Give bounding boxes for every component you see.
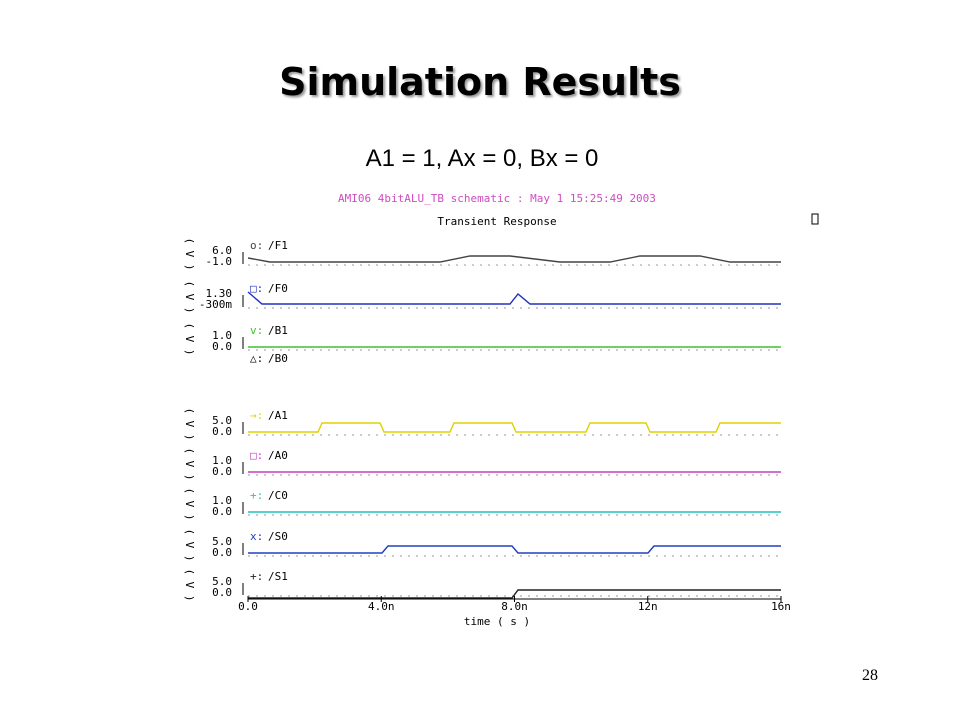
signal-top: 5.0 (212, 575, 232, 588)
x-tick-label: 0.0 (238, 600, 258, 613)
signal-bottom: 0.0 (212, 465, 232, 478)
signal-bottom: -300m (199, 298, 232, 311)
signal-symbol: □: (250, 282, 263, 295)
x-tick-label: 4.0n (368, 600, 395, 613)
signal-unit: ( V ) (183, 280, 196, 313)
signal-top: 5.0 (212, 414, 232, 427)
signal-bottom: 0.0 (212, 586, 232, 599)
x-axis-label: time ( s ) (464, 615, 530, 628)
signal-name: /S1 (268, 570, 288, 583)
panel-heading: Transient Response (437, 215, 556, 228)
signal-symbol: o: (250, 239, 263, 252)
signal-top: 1.0 (212, 494, 232, 507)
signal-symbol: v: (250, 324, 263, 337)
signal-top: 6.0 (212, 244, 232, 257)
signal-unit: ( V ) (183, 237, 196, 270)
signal-unit: ( V ) (183, 322, 196, 355)
signal-trace (248, 422, 781, 433)
signal-symbol: x: (250, 530, 263, 543)
signal-name: /A1 (268, 409, 288, 422)
signal-bottom: -1.0 (206, 255, 233, 268)
signal-name: /S0 (268, 530, 288, 543)
signal-unit: ( V ) (183, 447, 196, 480)
signal-bottom: 0.0 (212, 425, 232, 438)
signal-top: 1.0 (212, 454, 232, 467)
signal-symbol: +: (250, 489, 263, 502)
x-tick-label: 16n (771, 600, 791, 613)
signal-top: 1.0 (212, 329, 232, 342)
signal-trace (247, 255, 781, 263)
panel-icon (811, 213, 819, 225)
signal-name: /A0 (268, 449, 288, 462)
signal-trace (248, 545, 781, 554)
signal-top: 5.0 (212, 535, 232, 548)
signal-unit: ( V ) (183, 528, 196, 561)
signal-symbol: →: (250, 409, 263, 422)
page-number: 28 (862, 667, 878, 684)
signal-unit: ( V ) (183, 568, 196, 601)
signal-symbol: +: (250, 570, 263, 583)
signal-bottom: 0.0 (212, 340, 232, 353)
signal-name: /B1 (268, 324, 288, 337)
x-tick-label: 8.0n (501, 600, 528, 613)
signal-symbol: △: (250, 352, 263, 365)
signal-unit: ( V ) (183, 407, 196, 440)
signal-bottom: 0.0 (212, 505, 232, 518)
signal-symbol: □: (250, 449, 263, 462)
signal-name: /B0 (268, 352, 288, 365)
x-tick-label: 12n (638, 600, 658, 613)
slide-subtitle: A1 = 1, Ax = 0, Bx = 0 (366, 145, 599, 172)
signal-name: /C0 (268, 489, 288, 502)
signal-trace (248, 589, 781, 599)
signal-unit: ( V ) (183, 487, 196, 520)
signal-name: /F0 (268, 282, 288, 295)
panel-header: AMI06 4bitALU_TB schematic : May 1 15:25… (338, 192, 656, 205)
signal-trace (247, 291, 781, 305)
slide-title: Simulation Results (279, 60, 681, 104)
signal-name: /F1 (268, 239, 288, 252)
signal-bottom: 0.0 (212, 546, 232, 559)
signal-top: 1.30 (206, 287, 233, 300)
